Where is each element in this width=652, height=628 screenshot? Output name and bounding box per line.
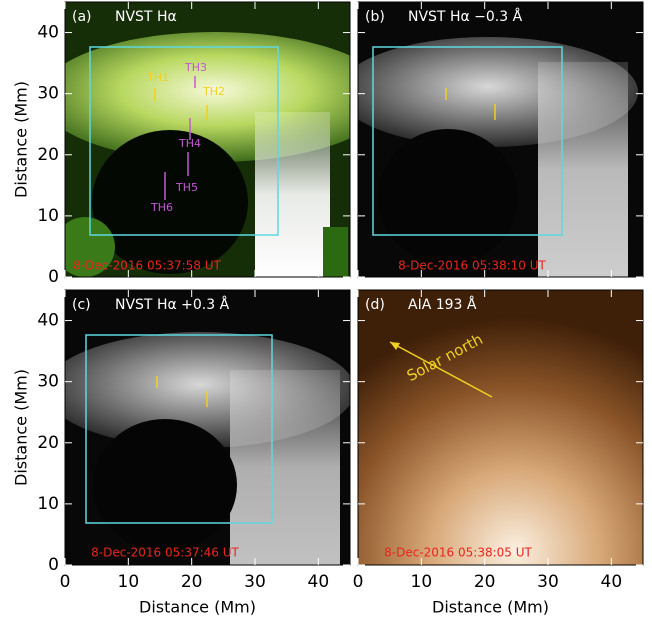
timestamp: 8-Dec-2016 05:38:05 UT <box>384 546 532 560</box>
y-tick-label: 0 <box>48 267 59 287</box>
x-axis-label: Distance (Mm) <box>139 598 256 617</box>
y-tick-label: 30 <box>37 84 59 104</box>
panel-frame <box>357 1 644 278</box>
annotation: TH1 <box>146 71 169 84</box>
x-tick-label: 10 <box>411 572 433 592</box>
annotation: TH5 <box>175 181 198 194</box>
y-axis-label: Distance (Mm) <box>12 369 31 486</box>
timestamp: 8-Dec-2016 05:38:10 UT <box>398 259 546 273</box>
y-axis-label: Distance (Mm) <box>12 81 31 198</box>
timestamp: 8-Dec-2016 05:37:58 UT <box>73 259 221 273</box>
panel-title: NVST Hα <box>115 9 177 25</box>
y-tick-label: 0 <box>48 555 59 575</box>
x-tick-label: 40 <box>308 572 330 592</box>
x-tick-label: 30 <box>244 572 266 592</box>
panel-frame <box>357 289 644 566</box>
y-tick-label: 40 <box>37 23 59 43</box>
panel-title: AIA 193 Å <box>408 296 477 313</box>
panel-frame <box>64 1 351 278</box>
x-tick-label: 40 <box>601 572 623 592</box>
panel-title: NVST Hα −0.3 Å <box>408 8 523 25</box>
y-tick-label: 10 <box>37 494 59 514</box>
x-tick-label: 20 <box>181 572 203 592</box>
x-tick-label: 10 <box>118 572 140 592</box>
panel-title: NVST Hα +0.3 Å <box>115 296 230 313</box>
markers <box>154 76 496 407</box>
timestamp: 8-Dec-2016 05:37:46 UT <box>91 546 239 560</box>
panel-label: (b) <box>365 9 385 25</box>
panel-label: (d) <box>365 297 385 313</box>
annotation: TH2 <box>202 85 225 98</box>
panel-frame <box>64 289 351 566</box>
annotation: TH3 <box>184 61 207 74</box>
x-tick-label: 0 <box>353 572 364 592</box>
y-tick-label: 10 <box>37 206 59 226</box>
annotation: TH6 <box>150 201 173 214</box>
x-tick-label: 0 <box>60 572 71 592</box>
y-tick-label: 20 <box>37 145 59 165</box>
panel-label: (a) <box>72 9 92 25</box>
y-tick-label: 40 <box>37 311 59 331</box>
panel-image <box>65 2 350 277</box>
panel-label: (c) <box>72 297 91 313</box>
panel-image <box>358 290 643 565</box>
arrow <box>389 341 493 398</box>
x-tick-label: 20 <box>474 572 496 592</box>
x-axis-label: Distance (Mm) <box>432 598 549 617</box>
annotation: TH4 <box>178 137 201 150</box>
arrow-head <box>390 342 400 350</box>
x-tick-label: 30 <box>537 572 559 592</box>
panel-image <box>358 2 643 277</box>
y-tick-label: 20 <box>37 433 59 453</box>
y-tick-label: 30 <box>37 372 59 392</box>
panel-image <box>65 290 350 565</box>
